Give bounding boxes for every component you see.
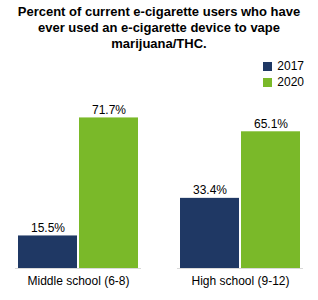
svg-text:71.7%: 71.7% <box>92 103 126 117</box>
svg-text:33.4%: 33.4% <box>193 183 227 197</box>
html-text:Percent of current e-cigarette: Percent of current e-cigarette users who… <box>17 4 301 51</box>
svg-text:High school (9-12): High school (9-12) <box>191 274 289 288</box>
svg-text:65.1%: 65.1% <box>254 117 288 131</box>
svg-text:15.5%: 15.5% <box>31 221 65 235</box>
html-text:2017: 2017 <box>277 59 304 73</box>
html-text:2020: 2020 <box>277 75 304 89</box>
svg-text:Middle school (6-8): Middle school (6-8) <box>27 274 129 288</box>
